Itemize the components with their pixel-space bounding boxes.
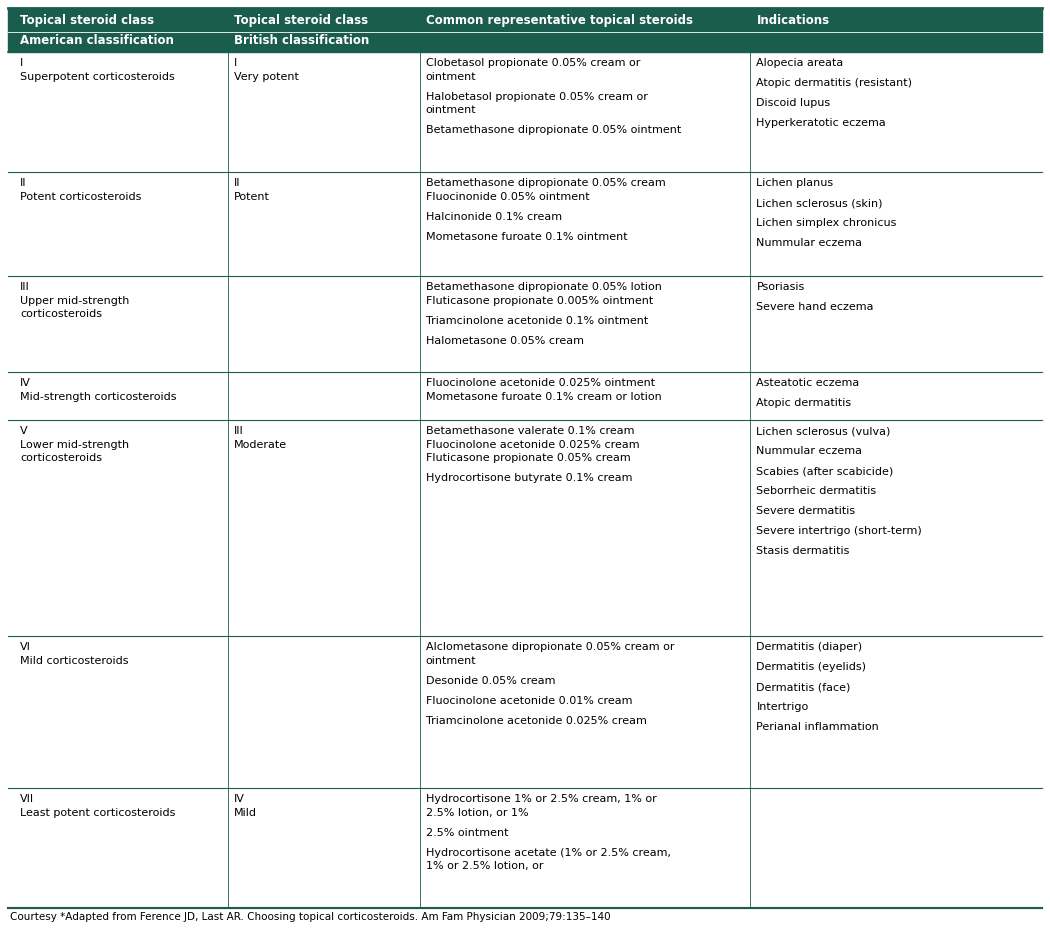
Text: Dermatitis (eyelids): Dermatitis (eyelids) [756,662,866,672]
Text: IV: IV [234,794,246,804]
Text: Alopecia areata: Alopecia areata [756,58,844,68]
Text: Betamethasone dipropionate 0.05% ointment: Betamethasone dipropionate 0.05% ointmen… [425,125,680,135]
Text: Triamcinolone acetonide 0.1% ointment: Triamcinolone acetonide 0.1% ointment [425,315,648,325]
Text: Nummular eczema: Nummular eczema [756,446,862,456]
Text: Fluticasone propionate 0.005% ointment: Fluticasone propionate 0.005% ointment [425,295,653,306]
Text: VII: VII [20,794,35,804]
Text: Lichen sclerosus (vulva): Lichen sclerosus (vulva) [756,426,890,436]
Text: corticosteroids: corticosteroids [20,453,102,463]
Text: British classification: British classification [234,34,370,47]
Text: Hyperkeratotic eczema: Hyperkeratotic eczema [756,118,886,128]
Text: Alclometasone dipropionate 0.05% cream or: Alclometasone dipropionate 0.05% cream o… [425,642,674,652]
Text: Betamethasone dipropionate 0.05% lotion: Betamethasone dipropionate 0.05% lotion [425,282,662,292]
Text: Lichen sclerosus (skin): Lichen sclerosus (skin) [756,198,883,208]
Text: IV: IV [20,378,32,388]
Text: Mometasone furoate 0.1% ointment: Mometasone furoate 0.1% ointment [425,232,627,241]
Text: Desonide 0.05% cream: Desonide 0.05% cream [425,675,555,686]
Text: I: I [234,58,237,68]
Text: Fluocinonide 0.05% ointment: Fluocinonide 0.05% ointment [425,191,589,202]
Text: Fluocinolone acetonide 0.025% cream: Fluocinolone acetonide 0.025% cream [425,440,639,449]
Text: V: V [20,426,28,436]
Text: II: II [20,178,26,188]
Text: Topical steroid class: Topical steroid class [20,14,154,27]
Text: Psoriasis: Psoriasis [756,282,804,292]
Text: Potent corticosteroids: Potent corticosteroids [20,191,142,202]
Text: Moderate: Moderate [234,440,288,449]
Text: Severe dermatitis: Severe dermatitis [756,506,856,516]
Text: I: I [20,58,23,68]
Text: Upper mid-strength: Upper mid-strength [20,295,129,306]
Text: Courtesy *Adapted from Ference JD, Last AR. Choosing topical corticosteroids. Am: Courtesy *Adapted from Ference JD, Last … [10,912,611,922]
Text: Betamethasone dipropionate 0.05% cream: Betamethasone dipropionate 0.05% cream [425,178,666,188]
Text: Potent: Potent [234,191,270,202]
Text: ointment: ointment [425,71,477,82]
Text: Fluticasone propionate 0.05% cream: Fluticasone propionate 0.05% cream [425,453,630,463]
Text: Mild: Mild [234,808,257,818]
Text: Hydrocortisone butyrate 0.1% cream: Hydrocortisone butyrate 0.1% cream [425,473,632,483]
Text: II: II [234,178,240,188]
Text: Lichen simplex chronicus: Lichen simplex chronicus [756,218,897,228]
Text: Scabies (after scabicide): Scabies (after scabicide) [756,466,894,476]
Text: Hydrocortisone acetate (1% or 2.5% cream,: Hydrocortisone acetate (1% or 2.5% cream… [425,848,671,857]
Text: Very potent: Very potent [234,71,299,82]
Text: Lichen planus: Lichen planus [756,178,834,188]
Text: Indications: Indications [756,14,830,27]
Text: Triamcinolone acetonide 0.025% cream: Triamcinolone acetonide 0.025% cream [425,716,647,725]
Text: Stasis dermatitis: Stasis dermatitis [756,546,849,556]
Text: Discoid lupus: Discoid lupus [756,98,831,108]
Text: Seborrheic dermatitis: Seborrheic dermatitis [756,486,877,496]
Text: Asteatotic eczema: Asteatotic eczema [756,378,860,388]
Text: Severe intertrigo (short-term): Severe intertrigo (short-term) [756,526,922,536]
Text: 2.5% ointment: 2.5% ointment [425,827,508,838]
Text: III: III [234,426,244,436]
Text: corticosteroids: corticosteroids [20,309,102,319]
Text: Severe hand eczema: Severe hand eczema [756,302,874,312]
Text: Mid-strength corticosteroids: Mid-strength corticosteroids [20,391,176,401]
Text: Clobetasol propionate 0.05% cream or: Clobetasol propionate 0.05% cream or [425,58,640,68]
Text: ointment: ointment [425,105,477,115]
Text: Common representative topical steroids: Common representative topical steroids [425,14,693,27]
Text: Halobetasol propionate 0.05% cream or: Halobetasol propionate 0.05% cream or [425,92,648,101]
Text: Fluocinolone acetonide 0.025% ointment: Fluocinolone acetonide 0.025% ointment [425,378,655,388]
Text: Atopic dermatitis: Atopic dermatitis [756,398,852,408]
Text: Betamethasone valerate 0.1% cream: Betamethasone valerate 0.1% cream [425,426,634,436]
Text: Dermatitis (face): Dermatitis (face) [756,682,851,692]
Text: 1% or 2.5% lotion, or: 1% or 2.5% lotion, or [425,861,543,871]
Text: Perianal inflammation: Perianal inflammation [756,722,879,732]
Text: Nummular eczema: Nummular eczema [756,238,862,248]
Text: VI: VI [20,642,32,652]
Text: American classification: American classification [20,34,174,47]
Text: Fluocinolone acetonide 0.01% cream: Fluocinolone acetonide 0.01% cream [425,695,632,705]
Text: Lower mid-strength: Lower mid-strength [20,440,129,449]
Text: Halcinonide 0.1% cream: Halcinonide 0.1% cream [425,211,562,221]
Bar [8,8,1042,52]
Text: Hydrocortisone 1% or 2.5% cream, 1% or: Hydrocortisone 1% or 2.5% cream, 1% or [425,794,656,804]
Text: Least potent corticosteroids: Least potent corticosteroids [20,808,175,818]
Text: Atopic dermatitis (resistant): Atopic dermatitis (resistant) [756,78,912,88]
Text: Topical steroid class: Topical steroid class [234,14,369,27]
Text: III: III [20,282,30,292]
Text: Intertrigo: Intertrigo [756,702,808,712]
Text: ointment: ointment [425,656,477,665]
Text: Superpotent corticosteroids: Superpotent corticosteroids [20,71,175,82]
Text: Mild corticosteroids: Mild corticosteroids [20,656,129,665]
Text: Mometasone furoate 0.1% cream or lotion: Mometasone furoate 0.1% cream or lotion [425,391,662,401]
Text: Halometasone 0.05% cream: Halometasone 0.05% cream [425,336,584,345]
Text: Dermatitis (diaper): Dermatitis (diaper) [756,642,863,652]
Text: 2.5% lotion, or 1%: 2.5% lotion, or 1% [425,808,528,818]
